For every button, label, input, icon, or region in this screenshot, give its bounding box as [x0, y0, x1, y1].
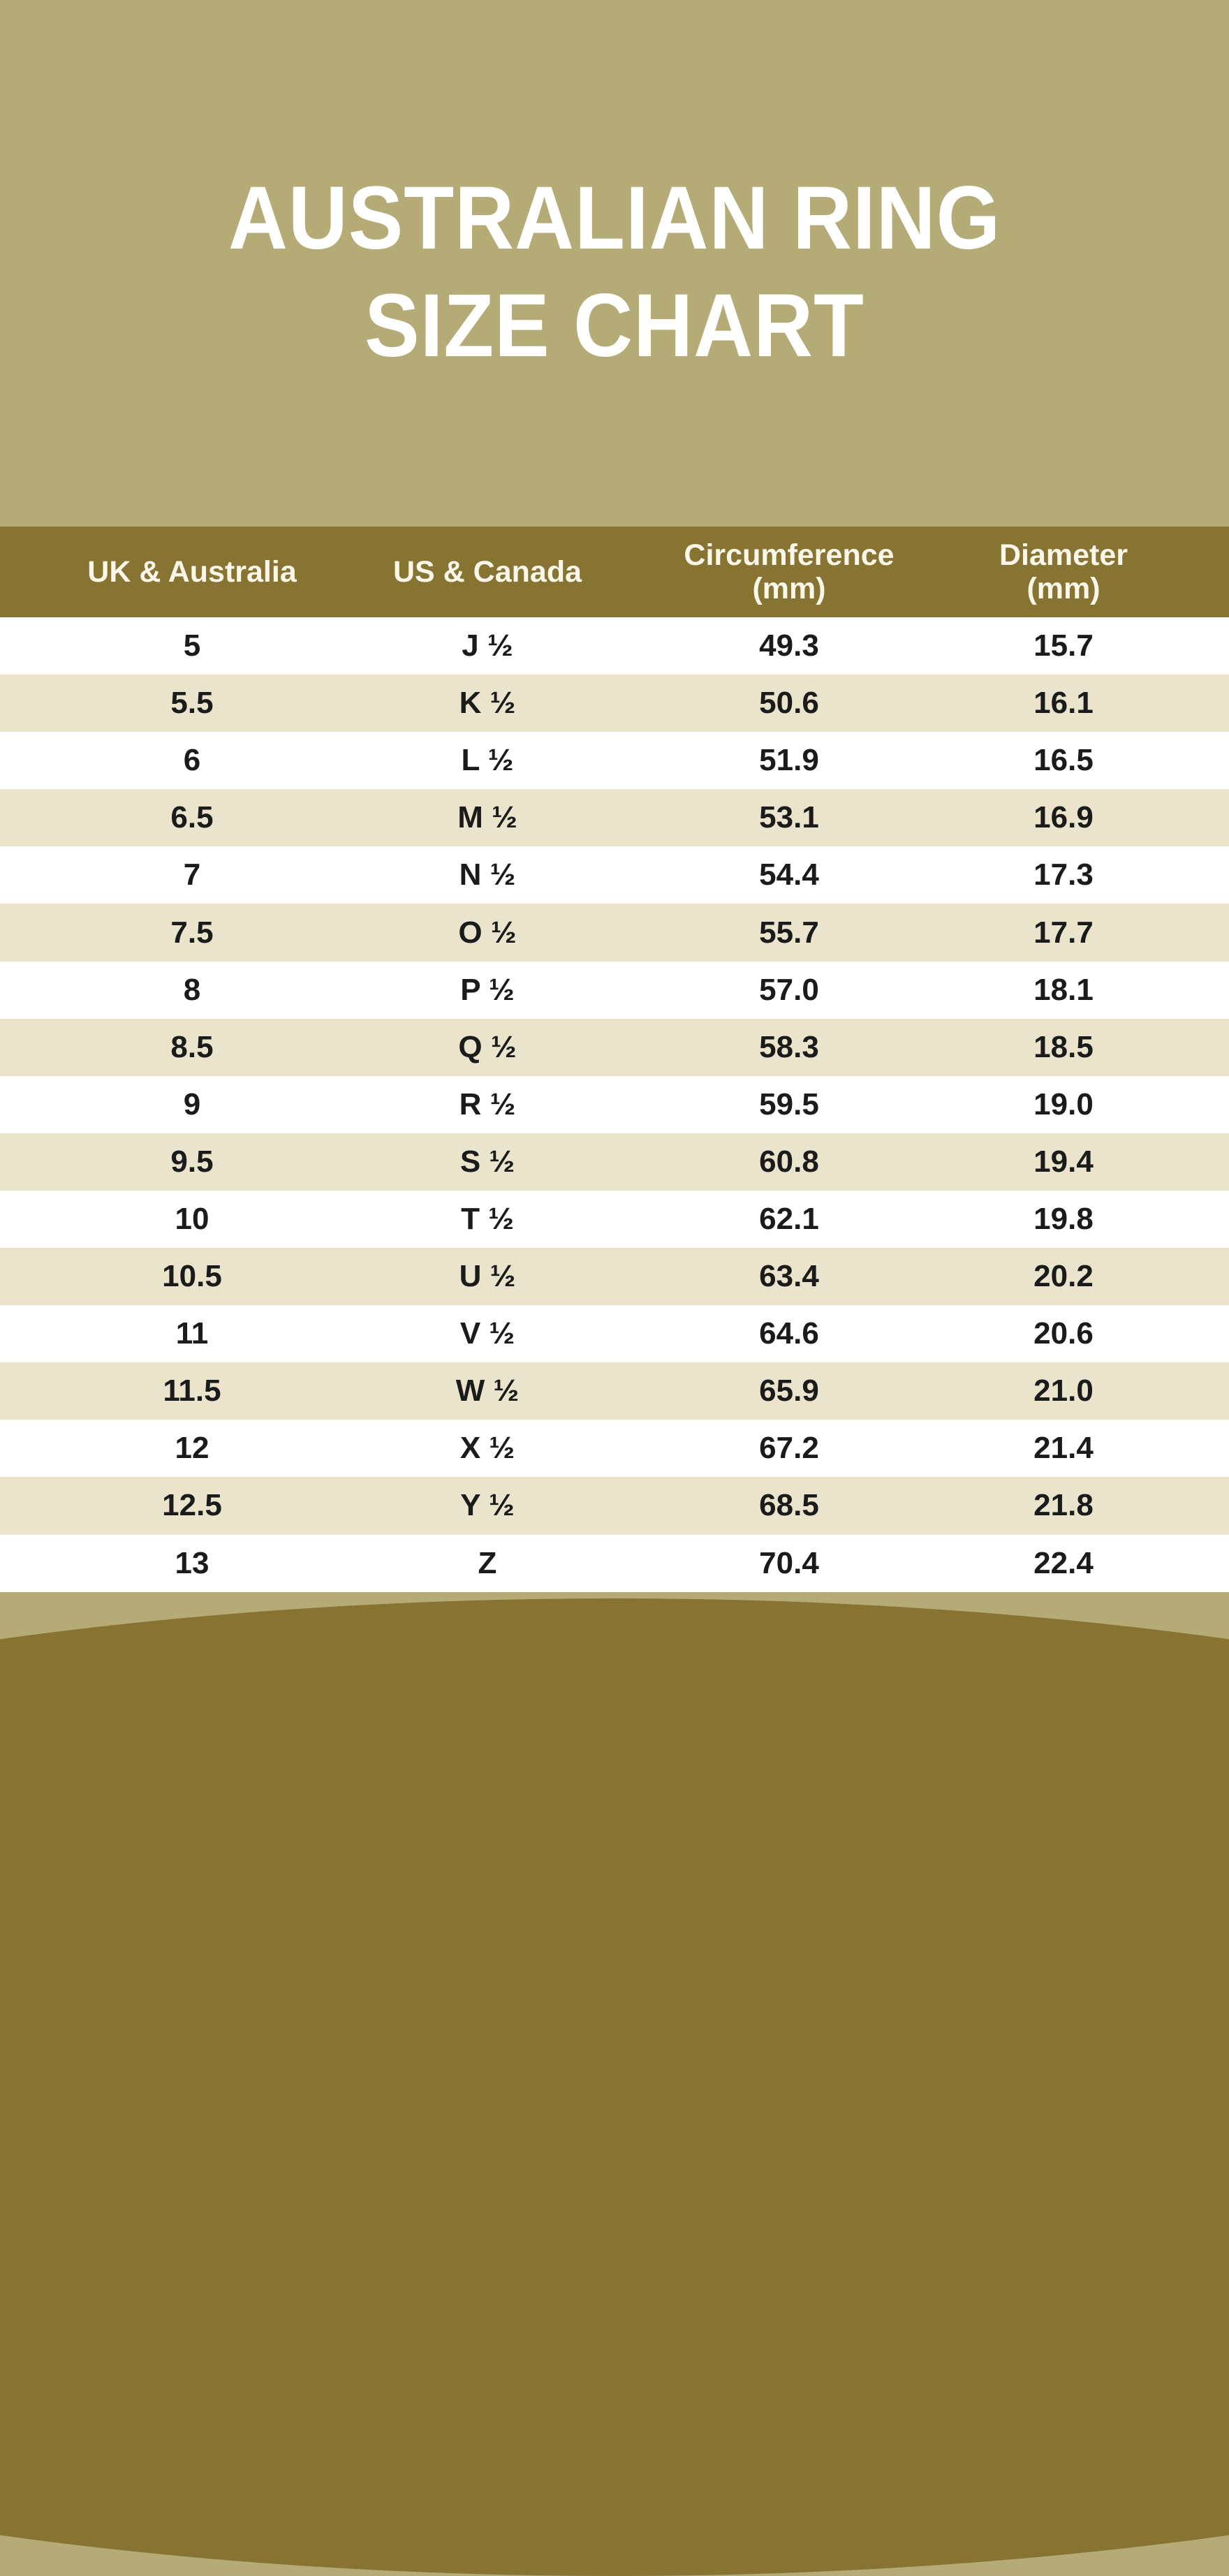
table-row: 11 V ½ 64.6 20.6	[0, 1305, 1229, 1363]
table-row: 8 P ½ 57.0 18.1	[0, 961, 1229, 1019]
table-cell: 9	[183, 1087, 201, 1121]
table-cell: U ½	[459, 1259, 516, 1294]
table-cell: R ½	[459, 1087, 516, 1121]
table-cell: 15.7	[1033, 628, 1094, 663]
size-table-body: 5 J ½ 49.3 15.7 5.5 K ½ 50.6 16.1 6 L ½ 51.9 16.5 6.…	[0, 617, 1229, 1592]
page-title-line-1: AUSTRALIAN RING	[228, 168, 1001, 268]
table-cell: 12	[175, 1431, 209, 1466]
table-row: 10.5 U ½ 63.4 20.2	[0, 1248, 1229, 1306]
table-cell: 9.5	[170, 1144, 214, 1179]
table-row: 6.5 M ½ 53.1 16.9	[0, 789, 1229, 847]
table-cell: 68.5	[759, 1488, 819, 1523]
table-cell: M ½	[457, 800, 517, 835]
table-cell: 17.3	[1033, 858, 1094, 892]
table-cell: 20.2	[1033, 1259, 1094, 1294]
table-cell: 65.9	[759, 1374, 819, 1408]
table-cell: 21.4	[1033, 1431, 1094, 1466]
page-title: AUSTRALIAN RING SIZE CHART	[0, 165, 1229, 380]
table-cell: 19.8	[1033, 1201, 1094, 1236]
table-cell: N ½	[459, 858, 516, 892]
table-cell: V ½	[459, 1316, 515, 1351]
table-cell: W ½	[455, 1374, 520, 1408]
column-header-diameter: Diameter (mm)	[999, 538, 1128, 605]
table-row: 9.5 S ½ 60.8 19.4	[0, 1133, 1229, 1191]
table-row: 6 L ½ 51.9 16.5	[0, 732, 1229, 790]
table-cell: 53.1	[759, 800, 819, 835]
table-cell: 49.3	[759, 628, 819, 663]
table-cell: 54.4	[759, 858, 819, 892]
column-header-us-canada: US & Canada	[392, 555, 582, 589]
table-cell: K ½	[459, 686, 516, 721]
table-row: 5 J ½ 49.3 15.7	[0, 617, 1229, 675]
table-cell: 13	[175, 1545, 209, 1580]
table-cell: 18.1	[1033, 972, 1094, 1007]
table-row: 7.5 O ½ 55.7 17.7	[0, 904, 1229, 962]
page-title-line-2: SIZE CHART	[365, 276, 864, 376]
table-cell: 62.1	[759, 1201, 819, 1236]
table-cell: 12.5	[162, 1488, 222, 1523]
table-row: 7 N ½ 54.4 17.3	[0, 846, 1229, 904]
table-row: 8.5 Q ½ 58.3 18.5	[0, 1018, 1229, 1076]
table-cell: 19.4	[1033, 1144, 1094, 1179]
table-cell: L ½	[461, 743, 514, 778]
table-cell: 20.6	[1033, 1316, 1094, 1351]
table-cell: J ½	[462, 628, 513, 663]
table-cell: 60.8	[759, 1144, 819, 1179]
table-cell: 6.5	[170, 800, 214, 835]
table-cell: 19.0	[1033, 1087, 1094, 1121]
table-cell: S ½	[459, 1144, 515, 1179]
table-cell: 10	[175, 1201, 209, 1236]
table-cell: 50.6	[759, 686, 819, 721]
table-row: 11.5 W ½ 65.9 21.0	[0, 1362, 1229, 1420]
table-cell: Q ½	[458, 1029, 517, 1064]
table-cell: 70.4	[759, 1545, 819, 1580]
table-cell: 17.7	[1033, 915, 1094, 950]
table-row: 10 T ½ 62.1 19.8	[0, 1190, 1229, 1249]
table-cell: Z	[478, 1545, 497, 1580]
table-cell: 6	[183, 743, 201, 778]
table-header: UK & Australia US & Canada Circumference…	[0, 527, 1229, 617]
table-cell: 5	[183, 628, 201, 663]
table-cell: 67.2	[759, 1431, 819, 1466]
column-header-uk-australia: UK & Australia	[87, 555, 297, 589]
table-cell: 7	[183, 858, 201, 892]
table-cell: 63.4	[759, 1259, 819, 1294]
table-cell: 57.0	[759, 972, 819, 1007]
table-cell: 64.6	[759, 1316, 819, 1351]
table-cell: O ½	[458, 915, 517, 950]
table-cell: 16.9	[1033, 800, 1094, 835]
table-cell: Y ½	[460, 1488, 515, 1523]
table-cell: P ½	[460, 972, 515, 1007]
table-row: 13 Z 70.4 22.4	[0, 1534, 1229, 1592]
table-cell: 58.3	[759, 1029, 819, 1064]
table-cell: 7.5	[170, 915, 214, 950]
table-cell: 11.5	[163, 1374, 221, 1408]
table-cell: 11	[175, 1316, 209, 1351]
table-cell: 22.4	[1033, 1545, 1094, 1580]
table-row: 12 X ½ 67.2 21.4	[0, 1420, 1229, 1478]
table-cell: 51.9	[759, 743, 819, 778]
table-cell: 10.5	[162, 1259, 222, 1294]
bottom-arc-decoration	[0, 1598, 1229, 2576]
table-row: 9 R ½ 59.5 19.0	[0, 1075, 1229, 1133]
table-cell: 8.5	[170, 1029, 214, 1064]
table-cell: 8	[183, 972, 201, 1007]
table-row: 12.5 Y ½ 68.5 21.8	[0, 1477, 1229, 1535]
table-cell: 21.8	[1033, 1488, 1094, 1523]
table-cell: 16.5	[1033, 743, 1094, 778]
table-cell: 16.1	[1033, 686, 1094, 721]
table-cell: 59.5	[759, 1087, 819, 1121]
column-header-circumference: Circumference (mm)	[684, 538, 895, 605]
table-cell: T ½	[461, 1201, 514, 1236]
table-cell: 18.5	[1033, 1029, 1094, 1064]
table-cell: 5.5	[170, 686, 214, 721]
table-cell: 55.7	[759, 915, 819, 950]
table-cell: 21.0	[1033, 1374, 1094, 1408]
table-row: 5.5 K ½ 50.6 16.1	[0, 675, 1229, 733]
table-cell: X ½	[459, 1431, 515, 1466]
